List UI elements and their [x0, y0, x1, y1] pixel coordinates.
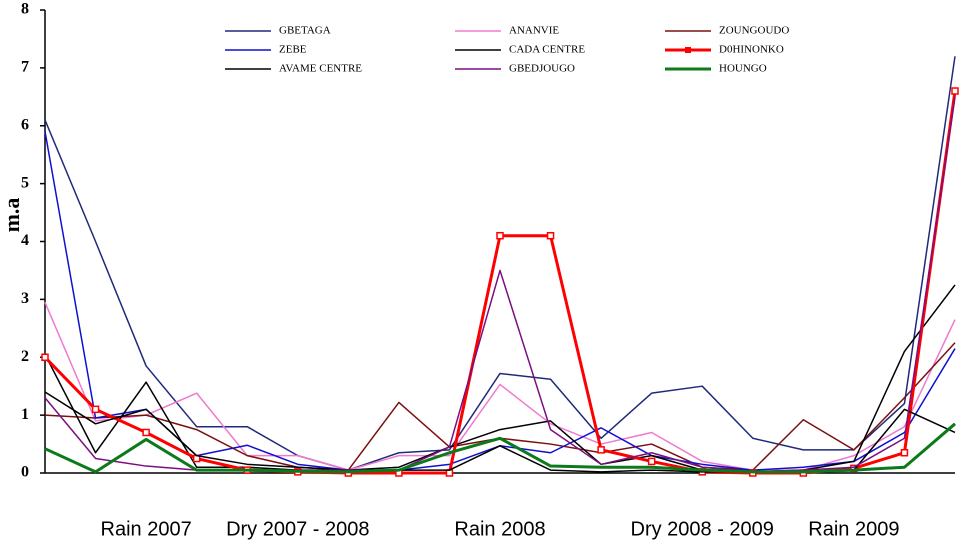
y-tick-label: 8	[21, 1, 29, 18]
legend-label: CADA CENTRE	[509, 44, 585, 56]
y-tick-label: 2	[21, 348, 29, 365]
series-line	[43, 90, 957, 475]
point-marker	[496, 231, 504, 240]
x-category-label: Rain 2007	[101, 518, 192, 540]
point-marker	[142, 428, 150, 437]
series-line	[44, 56, 956, 471]
series-line	[44, 422, 956, 474]
legend-label: AVAME CENTRE	[279, 63, 362, 75]
series-line	[44, 284, 956, 473]
point-marker	[900, 448, 909, 457]
legend-label: GBEDJOUGO	[509, 63, 575, 75]
point-marker	[597, 446, 605, 454]
point-marker	[647, 457, 656, 466]
series-line	[44, 301, 956, 471]
legend-label: ZOUNGOUDO	[719, 25, 789, 37]
y-tick-label: 4	[21, 232, 29, 249]
legend-label: HOUNGO	[719, 63, 767, 75]
point-marker	[41, 353, 49, 361]
y-tick-label: 7	[21, 59, 29, 76]
point-marker	[546, 231, 555, 240]
y-tick-label: 6	[21, 116, 29, 133]
y-tick-label: 5	[21, 174, 29, 191]
legend-label: D0HINONKO	[719, 44, 784, 56]
point-marker	[951, 87, 959, 95]
x-category-label: Rain 2008	[454, 518, 545, 540]
x-category-label: Dry 2007 - 2008	[226, 518, 369, 540]
y-tick-label: 1	[21, 406, 29, 423]
series-line	[44, 131, 956, 471]
legend-marker	[685, 47, 691, 53]
y-tick-label: 3	[21, 290, 29, 307]
y-axis-label: m.a	[0, 198, 24, 233]
point-marker	[445, 469, 454, 477]
y-tick-label: 0	[21, 464, 29, 481]
x-category-label: Dry 2008 - 2009	[631, 518, 774, 540]
point-marker	[91, 405, 100, 414]
series-line	[44, 96, 956, 473]
legend-label: ZEBE	[279, 44, 307, 56]
legend-label: GBETAGA	[279, 25, 331, 37]
x-category-label: Rain 2009	[808, 518, 899, 540]
legend-label: ANANVIE	[509, 25, 559, 37]
